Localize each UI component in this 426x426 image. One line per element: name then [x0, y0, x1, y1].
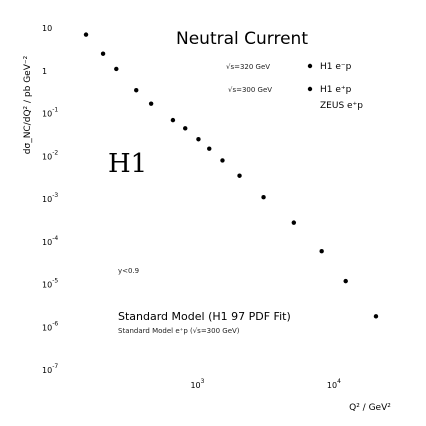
data-point — [170, 117, 176, 123]
data-point — [134, 88, 139, 93]
data-point — [220, 158, 225, 163]
h1-label: H1 — [108, 149, 147, 179]
data-point — [183, 126, 188, 131]
data-point — [100, 51, 106, 56]
y-tick-label: 10-6 — [42, 320, 58, 332]
data-point — [148, 101, 154, 106]
data-point — [196, 137, 201, 142]
data-point — [83, 32, 89, 37]
data-point — [373, 314, 379, 319]
data-points — [83, 32, 379, 319]
y-tick-label: 10-7 — [42, 363, 58, 375]
y-tick-label: 10-2 — [42, 149, 58, 161]
legend-marker-h1-ep — [307, 86, 313, 92]
y-tick-label: 10-5 — [42, 278, 58, 290]
legend-marker-h1-em — [307, 63, 313, 69]
sm-fit-label: Standard Model (H1 97 PDF Fit) — [118, 310, 291, 323]
y-cut-label: y<0.9 — [118, 267, 139, 275]
data-point — [343, 278, 348, 284]
y-tick-label: 10-1 — [42, 107, 58, 119]
x-tick-label: 104 — [327, 378, 341, 390]
legend-entry-zeus-ep: ZEUS e⁺p — [320, 101, 363, 111]
legend: √s=320 GeV H1 e⁻p √s=300 GeV H1 e⁺p ZEUS… — [226, 62, 363, 111]
data-point — [291, 220, 297, 225]
legend-energy-300: √s=300 GeV — [228, 86, 272, 94]
y-tick-label: 10-4 — [42, 235, 58, 247]
data-point — [114, 66, 119, 72]
legend-entry-h1-ep: H1 e⁺p — [320, 85, 352, 95]
y-tick-label: 10-3 — [42, 192, 58, 204]
y-axis: 10 1 10-1 10-2 10-3 10-4 10-5 10-6 10-7 — [42, 24, 58, 375]
x-axis-label: Q² / GeV² — [349, 403, 391, 413]
legend-entry-h1-em: H1 e⁻p — [320, 62, 352, 72]
legend-energy-320: √s=320 GeV — [226, 63, 270, 71]
x-tick-label: 103 — [190, 378, 204, 390]
x-axis: 103 104 — [190, 378, 341, 390]
y-tick-label: 1 — [42, 67, 47, 76]
data-point — [261, 195, 266, 200]
sm-300-label: Standard Model e⁺p (√s=300 GeV) — [118, 327, 240, 335]
y-axis-label: dσ_NC/dQ² / pb GeV⁻² — [23, 55, 33, 154]
y-tick-label: 10 — [42, 24, 52, 33]
data-point — [237, 173, 242, 178]
chart-title: Neutral Current — [176, 29, 308, 49]
data-point — [319, 249, 324, 254]
data-point — [207, 146, 212, 151]
